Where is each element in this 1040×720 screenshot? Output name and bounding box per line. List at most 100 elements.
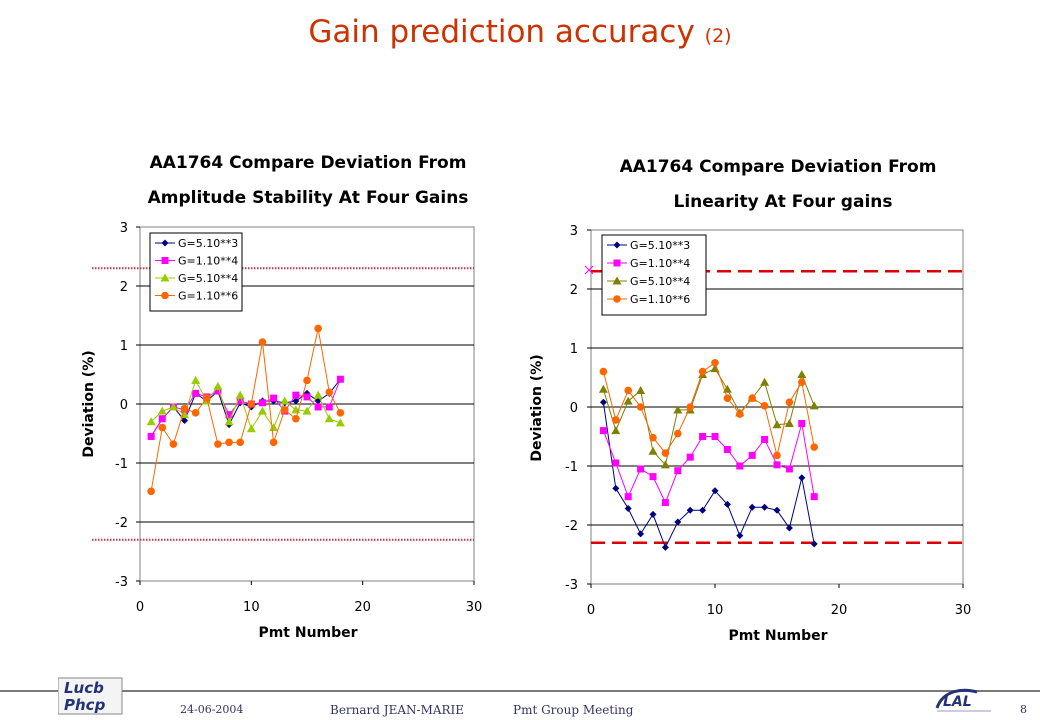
data-point-s1-9 bbox=[711, 433, 719, 440]
data-point-s1-15 bbox=[785, 465, 793, 473]
x-tick-label-0: 0 bbox=[587, 603, 595, 618]
data-point-s2-12 bbox=[280, 396, 290, 405]
data-point-s3-5 bbox=[203, 394, 211, 402]
data-point-s3-6 bbox=[214, 440, 222, 448]
data-point-s0-4 bbox=[649, 510, 657, 518]
data-point-s3-3 bbox=[180, 404, 189, 413]
gridlines bbox=[136, 226, 475, 585]
y-tick-label-3: 0 bbox=[570, 401, 578, 416]
data-point-s1-14 bbox=[303, 393, 311, 401]
data-point-s1-2 bbox=[624, 493, 632, 501]
legend-label-1: G=1.10**4 bbox=[178, 255, 238, 268]
y-tick-label-4: -1 bbox=[115, 457, 128, 472]
data-point-s3-4 bbox=[191, 409, 200, 417]
data-point-s1-4 bbox=[649, 473, 657, 481]
data-point-s2-14 bbox=[772, 420, 782, 429]
data-point-s1-3 bbox=[637, 465, 645, 473]
data-point-s2-7 bbox=[224, 417, 234, 426]
y-tick-label-1: 2 bbox=[570, 283, 578, 298]
x-tick-label-2: 20 bbox=[354, 600, 371, 615]
charts-canvas: AA1764 Compare Deviation From Amplitude … bbox=[81, 153, 971, 644]
data-point-s0-7 bbox=[686, 506, 694, 514]
data-point-s1-1 bbox=[612, 459, 620, 467]
y-tick-label-5: -2 bbox=[565, 519, 578, 534]
y-tick-label-0: 3 bbox=[570, 224, 578, 239]
data-point-s1-14 bbox=[773, 461, 781, 469]
data-point-s0-12 bbox=[748, 503, 756, 511]
data-point-s2-8 bbox=[235, 390, 245, 399]
data-point-s3-14 bbox=[303, 376, 311, 385]
legend-marker-1 bbox=[613, 259, 621, 267]
legend-label-3: G=1.10**6 bbox=[178, 290, 238, 303]
footer-author: Bernard JEAN-MARIE bbox=[330, 703, 465, 717]
svg-text:Phcp: Phcp bbox=[64, 696, 106, 714]
data-point-s1-13 bbox=[292, 391, 300, 399]
series-line-3 bbox=[150, 328, 341, 492]
data-point-s1-4 bbox=[192, 389, 200, 397]
data-point-s0-6 bbox=[674, 518, 682, 526]
x-axis-label: Pmt Number bbox=[728, 628, 827, 644]
y-tick-label-4: -1 bbox=[565, 460, 578, 475]
data-point-s3-17 bbox=[336, 409, 345, 417]
data-point-s1-1 bbox=[158, 415, 166, 423]
x-tick-label-0: 0 bbox=[136, 600, 144, 615]
data-point-s1-10 bbox=[723, 445, 731, 453]
data-point-s1-0 bbox=[599, 427, 607, 435]
data-point-s0-13 bbox=[292, 397, 300, 405]
data-point-s2-17 bbox=[335, 418, 345, 427]
legend: G=5.10**3 G=1.10**4 G=5.10**4 G=1.10**6 bbox=[601, 234, 707, 316]
data-point-s3-12 bbox=[280, 406, 289, 414]
legend-label-3: G=1.10**6 bbox=[630, 293, 690, 306]
legend-label-2: G=5.10**4 bbox=[630, 275, 690, 288]
data-point-s1-12 bbox=[748, 451, 756, 459]
legend-marker-2 bbox=[612, 276, 622, 285]
data-point-s3-0 bbox=[147, 487, 155, 496]
data-point-s0-5 bbox=[661, 543, 669, 551]
data-point-s3-14 bbox=[773, 451, 781, 460]
y-tick-label-6: -3 bbox=[565, 578, 578, 593]
data-point-s1-8 bbox=[236, 397, 244, 405]
data-point-s3-11 bbox=[736, 410, 744, 418]
data-point-s3-17 bbox=[810, 443, 818, 451]
data-point-s2-11 bbox=[269, 423, 279, 432]
x-tick-label-1: 10 bbox=[707, 603, 724, 618]
data-point-s2-10 bbox=[257, 406, 267, 415]
data-point-s0-16 bbox=[798, 474, 806, 482]
data-point-s2-9 bbox=[246, 424, 256, 433]
footer-date: 24-06-2004 bbox=[180, 703, 244, 716]
data-point-s3-7 bbox=[686, 403, 694, 411]
chart-title-line-1: AA1764 Compare Deviation From bbox=[620, 157, 937, 177]
legend-marker-3 bbox=[613, 295, 621, 303]
series-group bbox=[146, 324, 345, 496]
footer-page-number: 8 bbox=[1020, 703, 1027, 716]
data-point-s3-7 bbox=[225, 438, 233, 447]
data-point-s2-6 bbox=[213, 381, 223, 390]
edge-marker-stroke-b bbox=[584, 265, 594, 275]
data-point-s3-16 bbox=[325, 388, 334, 397]
data-point-s1-17 bbox=[810, 493, 818, 501]
chart-title-line-2: Amplitude Stability At Four Gains bbox=[148, 188, 469, 208]
legend-label-1: G=1.10**4 bbox=[630, 257, 690, 270]
x-tick-labels: 0 10 20 30 bbox=[587, 603, 971, 618]
y-tick-label-0: 3 bbox=[120, 221, 128, 236]
svg-text:LAL: LAL bbox=[943, 694, 972, 710]
data-point-s1-8 bbox=[699, 433, 707, 440]
y-tick-label-2: 1 bbox=[570, 342, 578, 357]
data-point-s0-3 bbox=[181, 417, 189, 425]
y-tick-label-5: -2 bbox=[115, 516, 128, 531]
data-point-s3-10 bbox=[258, 338, 267, 346]
edge-marker-x bbox=[584, 265, 594, 275]
chart-title-line-2: Linearity At Four gains bbox=[674, 192, 893, 212]
data-point-s3-13 bbox=[292, 414, 300, 423]
data-point-s1-16 bbox=[798, 420, 806, 428]
data-point-s2-2 bbox=[168, 402, 178, 411]
data-point-s2-15 bbox=[784, 419, 794, 428]
y-tick-label-2: 1 bbox=[120, 339, 128, 354]
data-point-s2-6 bbox=[673, 405, 683, 414]
data-point-s3-15 bbox=[785, 398, 794, 407]
data-point-s0-15 bbox=[785, 524, 793, 532]
chart-linearity: AA1764 Compare Deviation From Linearity … bbox=[529, 157, 971, 644]
data-point-s0-11 bbox=[736, 532, 744, 540]
data-point-s1-11 bbox=[736, 462, 744, 470]
series-group bbox=[598, 358, 819, 551]
